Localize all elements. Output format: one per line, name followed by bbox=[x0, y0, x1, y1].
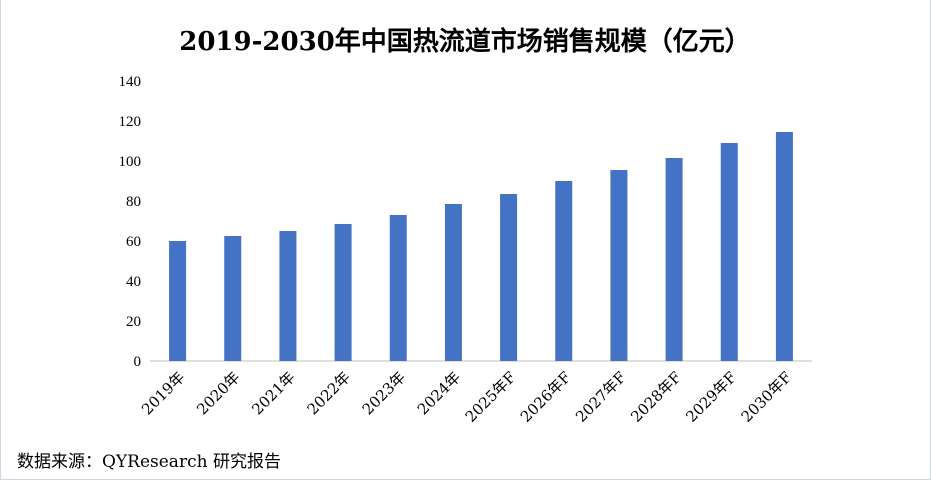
y-tick-label: 80 bbox=[126, 194, 141, 210]
x-tick-label: 2030年F bbox=[738, 368, 796, 426]
y-tick-label: 20 bbox=[126, 314, 141, 330]
x-tick-label: 2029年F bbox=[682, 368, 740, 426]
bar bbox=[720, 143, 738, 361]
x-tick-label: 2022年 bbox=[304, 368, 354, 418]
bar bbox=[279, 231, 297, 361]
y-tick-label: 140 bbox=[119, 74, 142, 90]
bar bbox=[389, 215, 407, 361]
x-axis: 2019年 2020年 2021年 2022年 2023年 2024年2025年F2026… bbox=[138, 360, 812, 426]
y-tick-label: 0 bbox=[134, 354, 142, 370]
source-note: 数据来源：QYResearch 研究报告 bbox=[17, 452, 281, 472]
bar bbox=[775, 132, 793, 361]
bar bbox=[224, 236, 242, 361]
x-tick-label: 2019年 bbox=[138, 368, 188, 418]
bar bbox=[610, 170, 628, 361]
bar bbox=[169, 241, 187, 361]
bar bbox=[444, 204, 462, 361]
y-tick-label: 100 bbox=[119, 154, 142, 170]
x-tick-label: 2023年 bbox=[359, 368, 409, 418]
bar bbox=[334, 224, 352, 361]
y-axis: 0 20 40 60 80 100 120 140 bbox=[119, 74, 142, 370]
x-tick-label: 2024年 bbox=[414, 368, 464, 418]
chart-title: 2019-2030年中国热流道市场销售规模（亿元） bbox=[179, 26, 751, 57]
y-tick-label: 40 bbox=[126, 274, 141, 290]
bar bbox=[665, 158, 683, 361]
x-tick-label: 2021年 bbox=[248, 368, 298, 418]
x-tick-label: 2025年F bbox=[462, 368, 520, 426]
x-tick-label: 2020年 bbox=[193, 368, 243, 418]
bars bbox=[169, 132, 793, 361]
bar bbox=[555, 181, 573, 361]
bar bbox=[500, 194, 518, 361]
x-tick-label: 2026年F bbox=[517, 368, 575, 426]
x-tick-label: 2028年F bbox=[627, 368, 685, 426]
y-tick-label: 120 bbox=[119, 114, 142, 130]
y-tick-label: 60 bbox=[126, 234, 141, 250]
x-tick-label: 2027年F bbox=[572, 368, 630, 426]
